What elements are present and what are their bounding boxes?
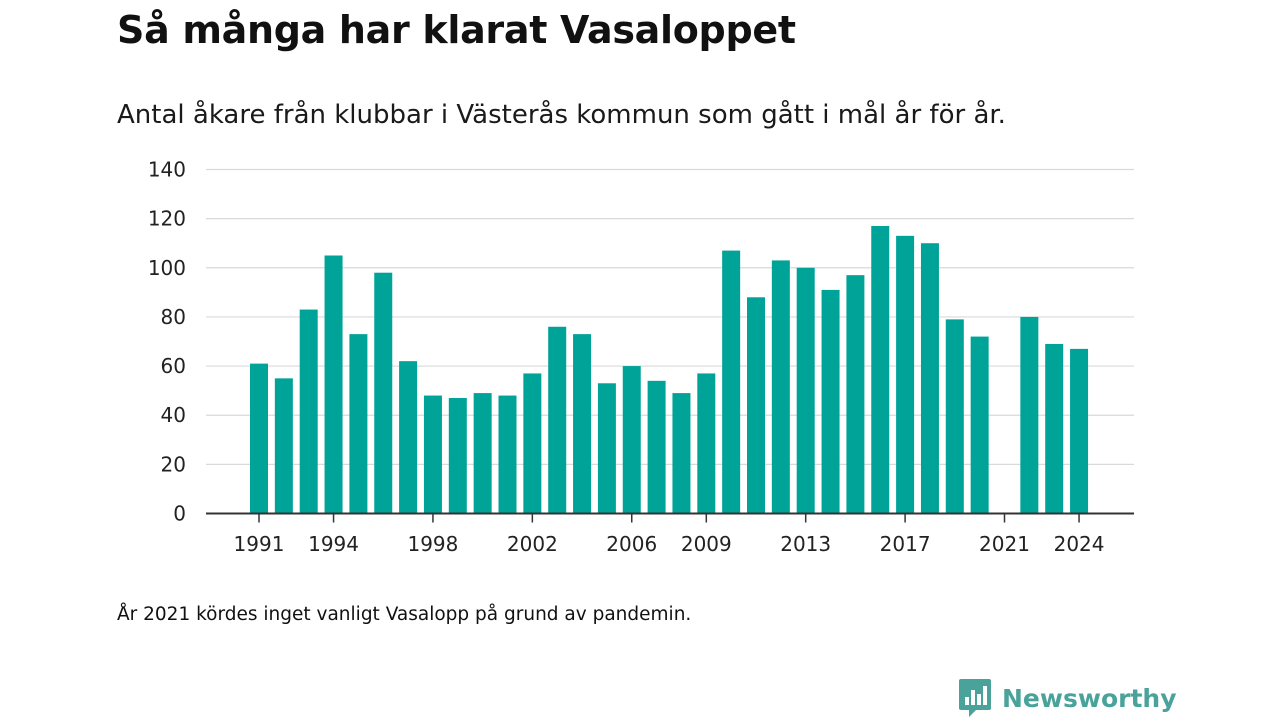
- bar-2016: [871, 226, 890, 514]
- bars: [250, 226, 1089, 514]
- bar-1997: [399, 361, 418, 514]
- y-tick-label: 120: [148, 207, 186, 231]
- x-tick-label: 1994: [308, 532, 359, 556]
- bar-2024: [1070, 348, 1089, 514]
- x-axis-ticks: [258, 513, 1080, 523]
- bar-2013: [796, 267, 815, 514]
- chart-title: Så många har klarat Vasaloppet: [117, 8, 796, 52]
- newsworthy-logo-icon: [959, 679, 991, 717]
- chart-subtitle: Antal åkare från klubbar i Västerås komm…: [117, 100, 1006, 130]
- bar-2009: [697, 373, 716, 514]
- y-tick-label: 100: [148, 256, 186, 280]
- y-tick-label: 40: [161, 403, 186, 427]
- x-tick-label: 2024: [1054, 532, 1105, 556]
- y-tick-label: 80: [161, 305, 186, 329]
- bar-2015: [846, 275, 865, 514]
- bar-2011: [747, 297, 765, 514]
- bar-2005: [597, 383, 616, 514]
- bar-2008: [672, 393, 691, 514]
- bar-1991: [250, 363, 268, 514]
- y-axis-labels: 0 20 40 60 80 100 120 140: [148, 158, 186, 526]
- bar-2014: [821, 289, 840, 514]
- bar-2001: [498, 395, 517, 514]
- bar-2018: [920, 243, 939, 514]
- y-tick-label: 60: [161, 354, 186, 378]
- bar-2004: [573, 334, 592, 514]
- brand-name: Newsworthy: [1002, 683, 1177, 713]
- bar-1994: [324, 255, 343, 514]
- x-tick-label: 2021: [979, 532, 1030, 556]
- bar-1993: [299, 309, 318, 514]
- bar-2010: [722, 250, 741, 514]
- bar-1995: [349, 334, 368, 514]
- x-tick-label: 1991: [234, 532, 285, 556]
- x-tick-label: 2002: [507, 532, 558, 556]
- bar-chart: 0 20 40 60 80 100 120 140 1991 1994 1998 2002 2006 2…: [148, 158, 1134, 556]
- bar-2002: [523, 373, 542, 514]
- bar-1999: [448, 398, 467, 514]
- brand-logo: Newsworthy: [958, 678, 1177, 718]
- y-gridlines: [206, 168, 1134, 465]
- footnote: År 2021 kördes inget vanligt Vasalopp på…: [117, 604, 692, 625]
- x-tick-label: 2006: [606, 532, 657, 556]
- bar-2003: [548, 326, 567, 514]
- x-tick-label: 2017: [880, 532, 931, 556]
- bar-2007: [647, 380, 666, 514]
- bar-2017: [896, 235, 915, 514]
- y-tick-label: 20: [161, 452, 186, 476]
- bar-2006: [622, 366, 641, 514]
- y-tick-label: 140: [148, 158, 186, 182]
- x-axis-labels: 1991 1994 1998 2002 2006 2009 2013 2017 2021 2024: [234, 532, 1105, 556]
- bar-2019: [945, 319, 964, 514]
- bar-1998: [423, 395, 442, 514]
- bar-2023: [1045, 343, 1064, 514]
- x-tick-label: 2013: [780, 532, 831, 556]
- y-tick-label: 0: [173, 502, 186, 526]
- x-tick-label: 2009: [681, 532, 732, 556]
- x-tick-label: 1998: [407, 532, 458, 556]
- bar-2022: [1020, 316, 1039, 514]
- bar-1992: [274, 378, 293, 514]
- bar-2020: [970, 336, 989, 514]
- bar-2000: [473, 393, 492, 514]
- bar-2012: [771, 260, 790, 514]
- bar-1996: [374, 272, 393, 514]
